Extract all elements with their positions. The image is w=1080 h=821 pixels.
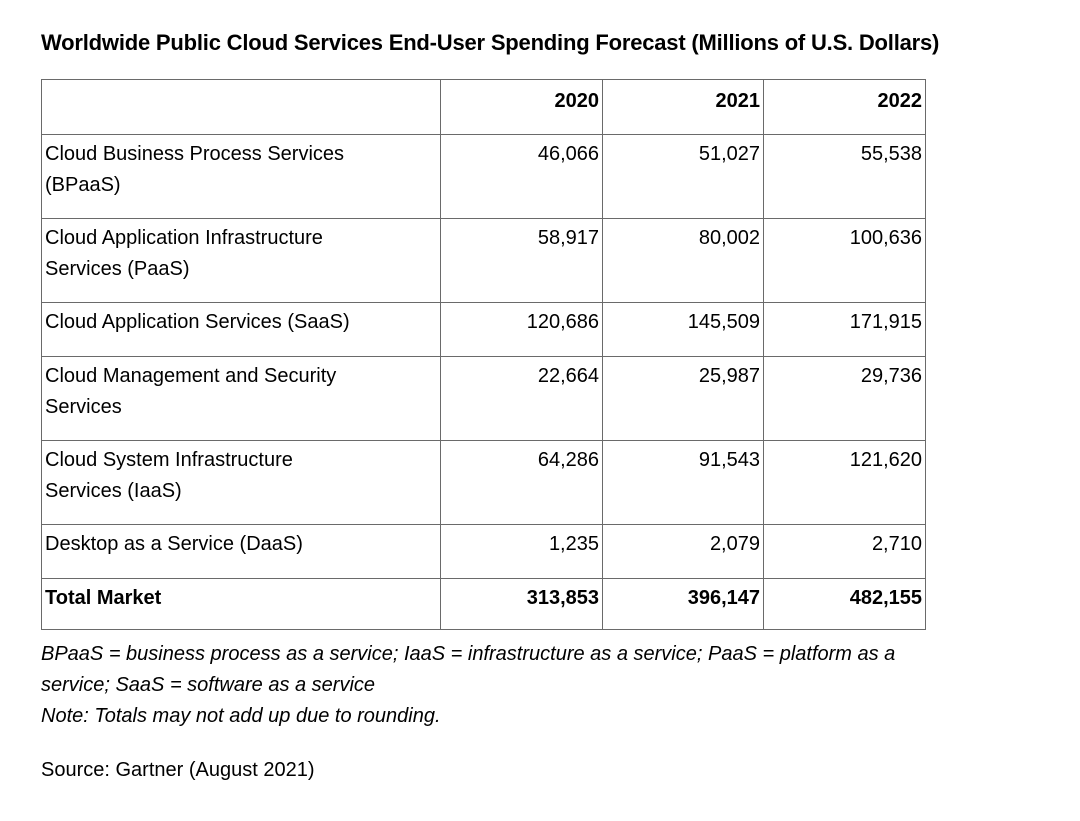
row-label: Cloud Application Infrastructure Service… bbox=[41, 218, 441, 303]
row-label: Cloud Application Services (SaaS) bbox=[41, 302, 441, 357]
value-cell: 80,002 bbox=[602, 218, 764, 303]
page-title: Worldwide Public Cloud Services End-User… bbox=[41, 30, 940, 55]
value-cell: 2,710 bbox=[763, 524, 926, 579]
value-cell: 1,235 bbox=[440, 524, 603, 579]
column-header-2022: 2022 bbox=[763, 79, 926, 135]
content-area: Worldwide Public Cloud Services End-User… bbox=[41, 30, 941, 781]
footnotes: BPaaS = business process as a service; I… bbox=[41, 639, 941, 732]
total-value-cell: 396,147 bbox=[602, 578, 764, 630]
table-row: Cloud Business Process Services (BPaaS) … bbox=[41, 134, 926, 219]
value-cell: 121,620 bbox=[763, 440, 926, 525]
value-cell: 171,915 bbox=[763, 302, 926, 357]
value-cell: 64,286 bbox=[440, 440, 603, 525]
value-cell: 91,543 bbox=[602, 440, 764, 525]
row-label: Cloud Business Process Services (BPaaS) bbox=[41, 134, 441, 219]
source-line: Source: Gartner (August 2021) bbox=[41, 759, 315, 781]
value-cell: 100,636 bbox=[763, 218, 926, 303]
total-value-cell: 482,155 bbox=[763, 578, 926, 630]
value-cell: 29,736 bbox=[763, 356, 926, 441]
table-row: Cloud Application Services (SaaS) 120,68… bbox=[41, 302, 926, 357]
value-cell: 55,538 bbox=[763, 134, 926, 219]
column-header-2021: 2021 bbox=[602, 79, 764, 135]
abbreviation-note: BPaaS = business process as a service; I… bbox=[41, 643, 896, 696]
value-cell: 25,987 bbox=[602, 356, 764, 441]
row-label: Desktop as a Service (DaaS) bbox=[41, 524, 441, 579]
table-row: Cloud Application Infrastructure Service… bbox=[41, 218, 926, 303]
column-header-2020: 2020 bbox=[440, 79, 603, 135]
value-cell: 58,917 bbox=[440, 218, 603, 303]
corner-cell bbox=[41, 79, 441, 135]
table-row: Cloud System Infrastructure Services (Ia… bbox=[41, 440, 926, 525]
table-header-row: 2020 2021 2022 bbox=[41, 79, 926, 135]
table-row: Cloud Management and Security Services 2… bbox=[41, 356, 926, 441]
value-cell: 120,686 bbox=[440, 302, 603, 357]
value-cell: 51,027 bbox=[602, 134, 764, 219]
total-row: Total Market 313,853 396,147 482,155 bbox=[41, 578, 926, 630]
rounding-note: Note: Totals may not add up due to round… bbox=[41, 705, 441, 727]
value-cell: 22,664 bbox=[440, 356, 603, 441]
row-label: Cloud Management and Security Services bbox=[41, 356, 441, 441]
total-row-label: Total Market bbox=[41, 578, 441, 630]
value-cell: 2,079 bbox=[602, 524, 764, 579]
value-cell: 46,066 bbox=[440, 134, 603, 219]
value-cell: 145,509 bbox=[602, 302, 764, 357]
spending-forecast-table: 2020 2021 2022 Cloud Business Process Se… bbox=[41, 79, 926, 630]
row-label: Cloud System Infrastructure Services (Ia… bbox=[41, 440, 441, 525]
total-value-cell: 313,853 bbox=[440, 578, 603, 630]
table-row: Desktop as a Service (DaaS) 1,235 2,079 … bbox=[41, 524, 926, 579]
